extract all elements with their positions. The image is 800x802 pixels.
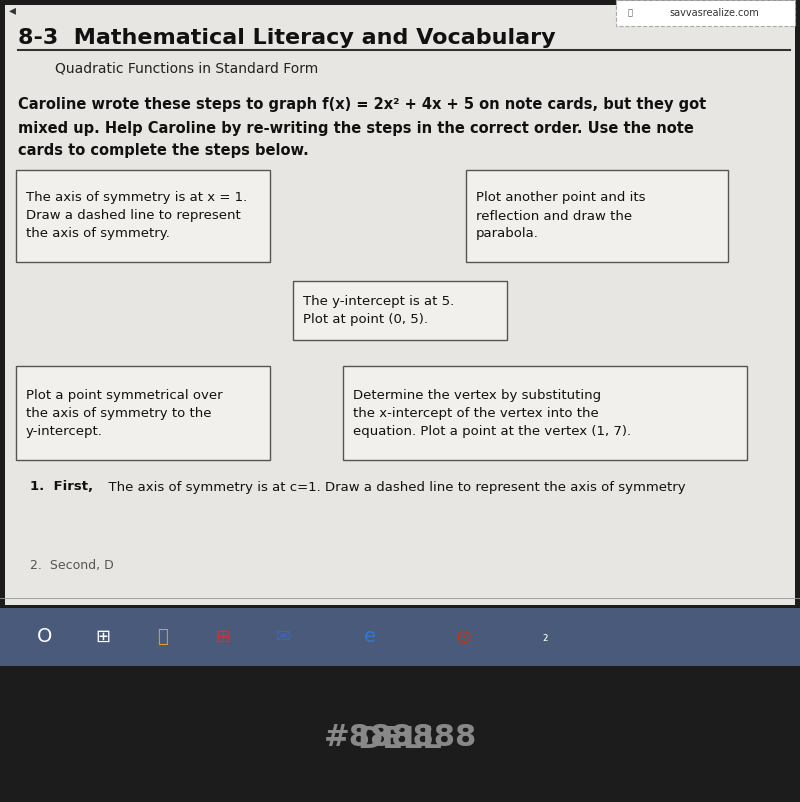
Text: Plot a point symmetrical over
the axis of symmetry to the
y-intercept.: Plot a point symmetrical over the axis o… bbox=[26, 388, 222, 438]
FancyBboxPatch shape bbox=[466, 170, 728, 262]
Text: ⊞: ⊞ bbox=[95, 628, 110, 646]
Text: mixed up. Help Caroline by re-writing the steps in the correct order. Use the no: mixed up. Help Caroline by re-writing th… bbox=[18, 120, 694, 136]
Text: 1.  First,: 1. First, bbox=[30, 480, 93, 493]
Text: savvasrealize.com: savvasrealize.com bbox=[669, 8, 759, 18]
Text: O: O bbox=[38, 627, 53, 646]
Text: 8-3  Mathematical Literacy and Vocabulary: 8-3 Mathematical Literacy and Vocabulary bbox=[18, 28, 556, 48]
Text: The axis of symmetry is at c=1. Draw a dashed line to represent the axis of symm: The axis of symmetry is at c=1. Draw a d… bbox=[100, 480, 686, 493]
Text: ₂: ₂ bbox=[542, 630, 548, 644]
Text: #888888: #888888 bbox=[323, 723, 477, 752]
Text: Determine the vertex by substituting
the x-intercept of the vertex into the
equa: Determine the vertex by substituting the… bbox=[353, 388, 631, 438]
FancyBboxPatch shape bbox=[616, 0, 795, 26]
Text: 2.  Second, D: 2. Second, D bbox=[30, 560, 114, 573]
Text: ✉: ✉ bbox=[275, 628, 290, 646]
FancyBboxPatch shape bbox=[16, 170, 270, 262]
Text: ◂: ◂ bbox=[9, 3, 15, 17]
FancyBboxPatch shape bbox=[0, 666, 800, 802]
Text: 🗀: 🗀 bbox=[158, 628, 168, 646]
FancyBboxPatch shape bbox=[343, 366, 747, 460]
FancyBboxPatch shape bbox=[293, 281, 507, 340]
Text: e: e bbox=[364, 627, 376, 646]
Text: Quadratic Functions in Standard Form: Quadratic Functions in Standard Form bbox=[55, 61, 318, 75]
Text: Caroline wrote these steps to graph f(x) = 2x² + 4x + 5 on note cards, but they : Caroline wrote these steps to graph f(x)… bbox=[18, 98, 706, 112]
Text: ⊙: ⊙ bbox=[455, 627, 471, 646]
Text: The axis of symmetry is at x = 1.
Draw a dashed line to represent
the axis of sy: The axis of symmetry is at x = 1. Draw a… bbox=[26, 192, 247, 241]
Text: cards to complete the steps below.: cards to complete the steps below. bbox=[18, 144, 309, 159]
FancyBboxPatch shape bbox=[0, 608, 800, 666]
FancyBboxPatch shape bbox=[5, 5, 795, 605]
Text: The y-intercept is at 5.
Plot at point (0, 5).: The y-intercept is at 5. Plot at point (… bbox=[303, 295, 454, 326]
Text: 🔒: 🔒 bbox=[627, 9, 633, 18]
Text: ⊞: ⊞ bbox=[215, 628, 230, 646]
Text: Plot another point and its
reflection and draw the
parabola.: Plot another point and its reflection an… bbox=[476, 192, 646, 241]
FancyBboxPatch shape bbox=[16, 366, 270, 460]
Text: DELL: DELL bbox=[358, 726, 442, 755]
